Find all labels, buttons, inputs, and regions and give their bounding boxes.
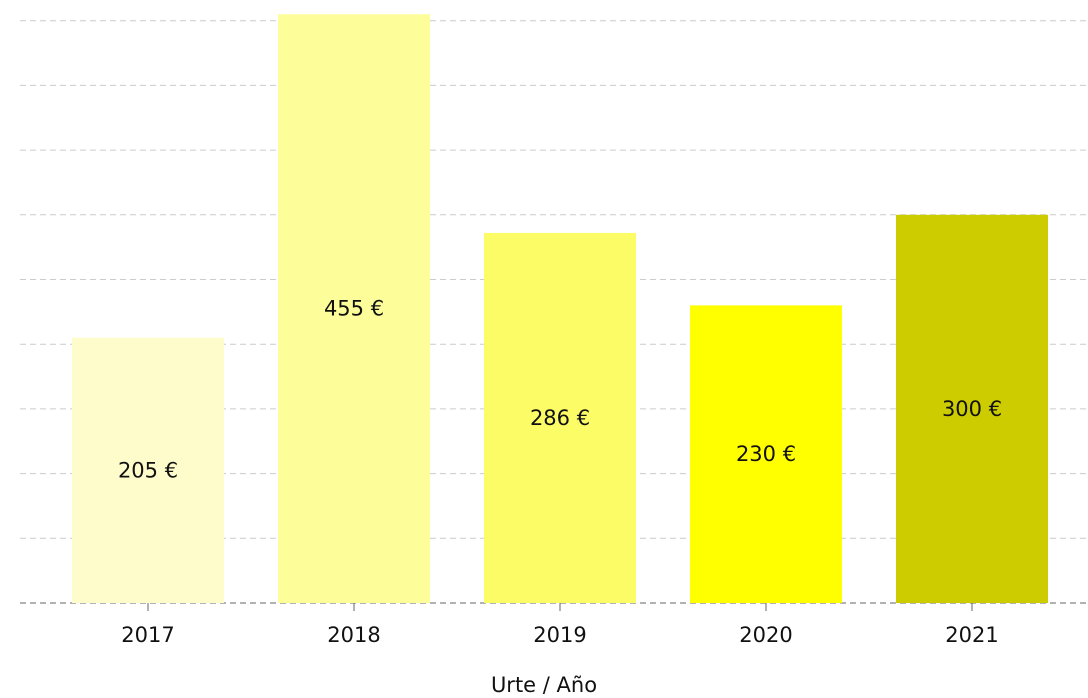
value-label: 286 € — [530, 406, 590, 430]
x-tick-label: 2019 — [533, 623, 586, 647]
x-tick-label: 2017 — [121, 623, 174, 647]
bar — [690, 305, 842, 603]
bar — [484, 232, 636, 603]
x-axis-title: Urte / Año — [491, 673, 597, 697]
x-tick-label: 2021 — [945, 623, 998, 647]
value-label: 300 € — [942, 397, 1002, 421]
bar — [72, 337, 224, 603]
x-tick-label: 2018 — [327, 623, 380, 647]
bar — [278, 14, 430, 604]
value-label: 455 € — [324, 297, 384, 321]
value-label: 230 € — [736, 442, 796, 466]
x-tick-label: 2020 — [739, 623, 792, 647]
value-label: 205 € — [118, 458, 178, 482]
bar — [896, 214, 1048, 603]
